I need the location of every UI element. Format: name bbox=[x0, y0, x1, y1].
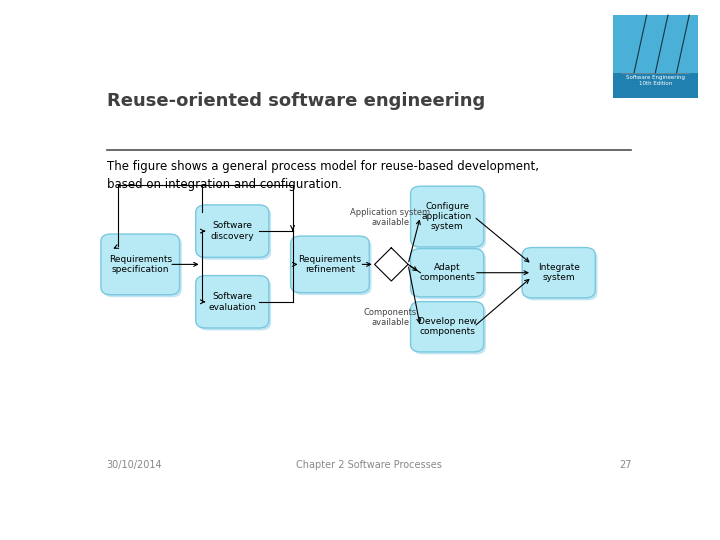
Text: Software Engineering
10th Edition: Software Engineering 10th Edition bbox=[626, 75, 685, 86]
Text: Chapter 2 Software Processes: Chapter 2 Software Processes bbox=[296, 460, 442, 470]
FancyBboxPatch shape bbox=[410, 302, 484, 352]
FancyBboxPatch shape bbox=[291, 236, 369, 293]
FancyBboxPatch shape bbox=[410, 186, 484, 247]
Text: 27: 27 bbox=[618, 460, 631, 470]
Text: Software
evaluation: Software evaluation bbox=[208, 292, 256, 312]
Text: Integrate
system: Integrate system bbox=[538, 263, 580, 282]
FancyBboxPatch shape bbox=[196, 205, 269, 258]
Text: The figure shows a general process model for reuse-based development,
based on i: The figure shows a general process model… bbox=[107, 160, 539, 192]
Text: Requirements
specification: Requirements specification bbox=[109, 255, 172, 274]
Text: 30/10/2014: 30/10/2014 bbox=[107, 460, 163, 470]
FancyBboxPatch shape bbox=[103, 237, 181, 297]
Text: Reuse-oriented software engineering: Reuse-oriented software engineering bbox=[107, 92, 485, 110]
FancyBboxPatch shape bbox=[522, 247, 595, 298]
Text: Software
discovery: Software discovery bbox=[210, 221, 254, 241]
Text: Application system
available: Application system available bbox=[350, 207, 431, 227]
FancyBboxPatch shape bbox=[196, 275, 269, 328]
Text: Components
available: Components available bbox=[364, 308, 417, 327]
Text: Develop new
components: Develop new components bbox=[418, 317, 477, 336]
FancyBboxPatch shape bbox=[293, 239, 372, 295]
FancyBboxPatch shape bbox=[198, 207, 271, 260]
Text: Requirements
refinement: Requirements refinement bbox=[298, 255, 361, 274]
Text: Adapt
components: Adapt components bbox=[419, 263, 475, 282]
FancyBboxPatch shape bbox=[413, 304, 486, 354]
FancyBboxPatch shape bbox=[413, 251, 486, 299]
FancyBboxPatch shape bbox=[524, 250, 598, 300]
FancyBboxPatch shape bbox=[198, 278, 271, 330]
FancyBboxPatch shape bbox=[413, 188, 486, 249]
Text: Configure
application
system: Configure application system bbox=[422, 201, 472, 232]
FancyBboxPatch shape bbox=[613, 15, 698, 73]
FancyBboxPatch shape bbox=[101, 234, 179, 295]
FancyBboxPatch shape bbox=[410, 248, 484, 297]
FancyBboxPatch shape bbox=[613, 15, 698, 98]
